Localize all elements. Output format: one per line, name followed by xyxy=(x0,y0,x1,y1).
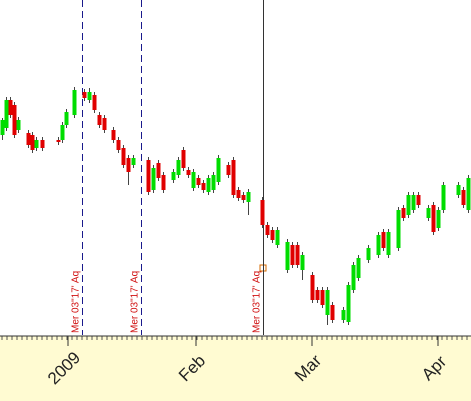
candle-body xyxy=(126,158,131,172)
candle-body xyxy=(265,225,270,235)
candle-body xyxy=(97,115,102,125)
candle-body xyxy=(285,242,290,270)
candle-body xyxy=(226,165,231,175)
candle-body xyxy=(376,235,381,255)
candle-body xyxy=(206,178,211,192)
candle-body xyxy=(4,100,9,128)
candle-body xyxy=(161,175,166,190)
candle-body xyxy=(310,275,315,300)
candle-body xyxy=(102,118,107,130)
candle-body xyxy=(191,172,196,188)
candle-body xyxy=(0,120,5,135)
candle-body xyxy=(8,100,13,115)
candle-body xyxy=(201,183,206,190)
candle-body xyxy=(315,290,320,300)
candle-body xyxy=(30,135,35,150)
candle-body xyxy=(12,105,17,135)
marker-label: Mer 03"17' Aq xyxy=(71,271,82,333)
candle-body xyxy=(461,190,466,205)
candle-body xyxy=(171,172,176,180)
candle-body xyxy=(406,195,411,215)
candle-body xyxy=(216,158,221,182)
candle-body xyxy=(356,258,361,278)
candle-body xyxy=(26,133,31,145)
candle-body xyxy=(72,90,77,115)
candle-body xyxy=(87,92,92,100)
candle-body xyxy=(466,178,471,210)
candle-body xyxy=(186,170,191,175)
minor-ticks xyxy=(0,336,471,341)
candle-body xyxy=(351,265,356,290)
candle-body xyxy=(381,232,386,248)
candle-body xyxy=(431,205,436,232)
candle-body xyxy=(416,195,421,205)
candle-body xyxy=(401,208,406,218)
x-axis-band xyxy=(0,336,471,401)
candle-body xyxy=(34,140,39,148)
candle-body xyxy=(320,290,325,305)
candle-body xyxy=(441,185,446,210)
candle-body xyxy=(40,140,45,148)
marker-label: Mer 03"17' Aq xyxy=(130,271,141,333)
candle-body xyxy=(300,255,305,270)
candle-body xyxy=(196,178,201,185)
candle-body xyxy=(60,125,65,140)
candle-body xyxy=(181,150,186,168)
candle-body xyxy=(64,112,69,125)
candle-body xyxy=(330,305,335,320)
candle-body xyxy=(92,95,97,110)
candle-body xyxy=(82,92,87,98)
candle-body xyxy=(346,285,351,322)
candle-body xyxy=(151,168,156,190)
candle-body xyxy=(341,310,346,320)
candle-body xyxy=(275,230,280,245)
candle-body xyxy=(236,190,241,198)
candle-body xyxy=(111,130,116,140)
candle-body xyxy=(426,208,431,218)
candle-body xyxy=(211,175,216,190)
candle-body xyxy=(396,210,401,248)
marker-label: Mer 03"17' Aq xyxy=(252,271,263,333)
candle-body xyxy=(456,185,461,195)
candle-body xyxy=(295,245,300,265)
candle-body xyxy=(260,200,265,225)
candle-body xyxy=(386,232,391,255)
candle-body xyxy=(241,195,246,200)
candle-body xyxy=(246,192,251,202)
candle-body xyxy=(290,245,295,265)
candle-body xyxy=(325,290,330,315)
candle-body xyxy=(411,195,416,210)
candle-body xyxy=(436,210,441,228)
candle-body xyxy=(176,160,181,175)
candle-body xyxy=(156,163,161,178)
candle-body xyxy=(56,140,61,142)
candle-body xyxy=(146,160,151,192)
candle-body xyxy=(270,230,275,240)
candle-body xyxy=(366,248,371,260)
candle-body xyxy=(131,158,136,165)
candle-body xyxy=(116,140,121,150)
candle-body xyxy=(121,148,126,165)
candle-body xyxy=(231,160,236,195)
candle-body xyxy=(16,120,21,130)
